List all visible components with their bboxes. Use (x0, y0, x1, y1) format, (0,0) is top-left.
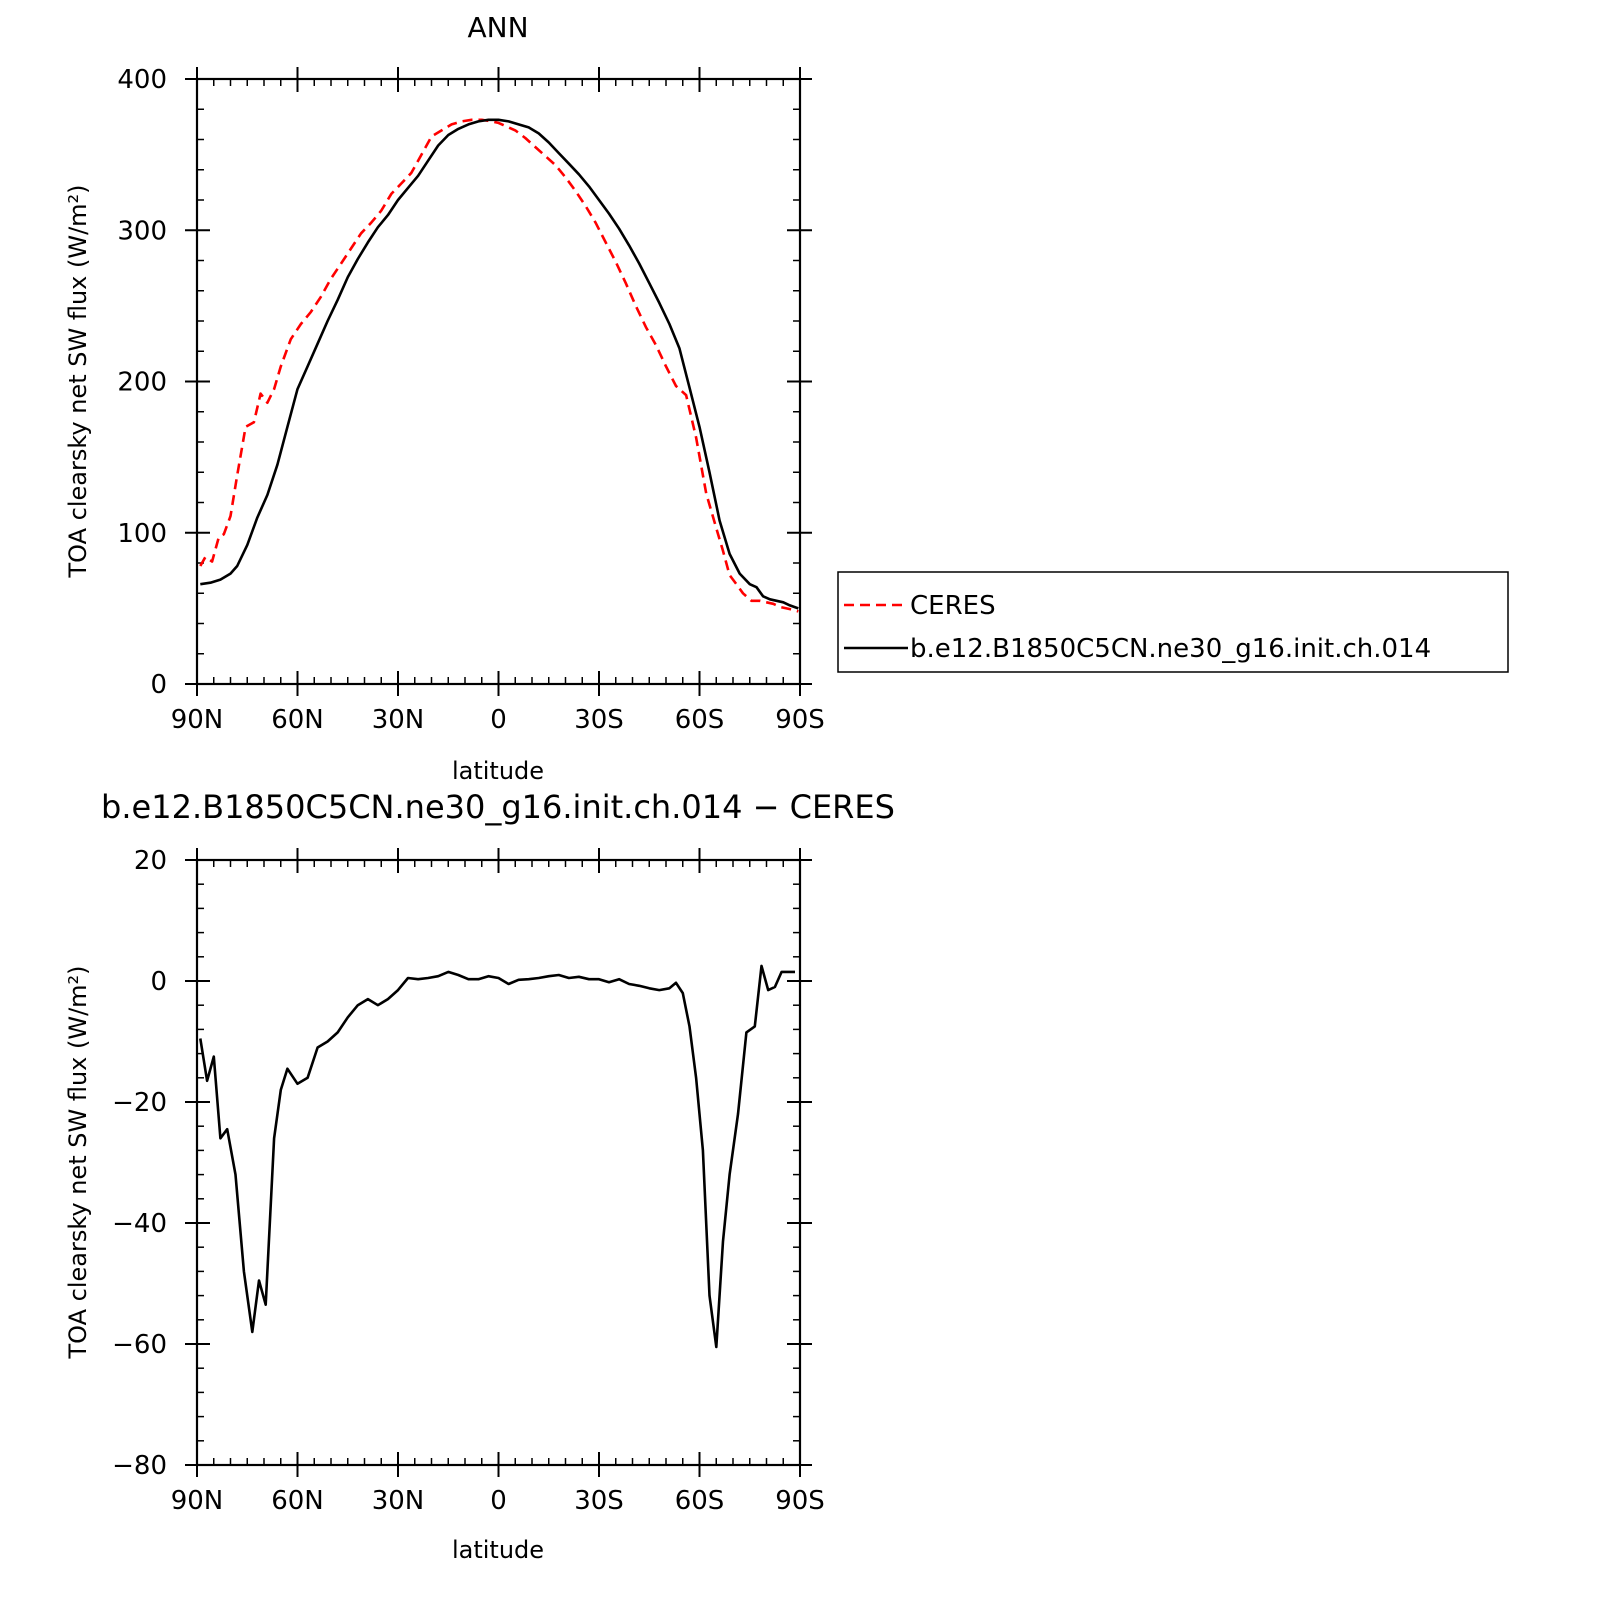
top-y-tick-label: 400 (117, 65, 167, 95)
top-panel: ANN 90N 60N 30N 0 30S 60S 90S 0 100 200 300 400 lat… (64, 11, 825, 785)
top-x-tick-label: 0 (490, 705, 507, 735)
top-y-tick-label: 200 (117, 368, 167, 398)
top-y-tick-label: 300 (117, 216, 167, 246)
bottom-series-line-difference (199, 964, 795, 1349)
top-series-line-ceres (199, 118, 799, 613)
bottom-x-tick-label: 60N (271, 1486, 324, 1516)
top-x-tick-label: 30N (372, 705, 425, 735)
top-x-tick-label: 90S (775, 705, 825, 735)
bottom-series (199, 964, 795, 1349)
top-x-axis-label: latitude (452, 757, 544, 785)
bottom-tick-labels: 90N 60N 30N 0 30S 60S 90S −80 −60 −40 −20 0 20 (112, 846, 825, 1516)
bottom-y-tick-label: 0 (150, 967, 167, 997)
top-x-tick-label: 60S (675, 705, 725, 735)
bottom-y-tick-label: −80 (112, 1451, 167, 1481)
bottom-title: b.e12.B1850C5CN.ne30_g16.init.ch.014 − C… (101, 788, 895, 826)
bottom-x-tick-label: 30N (372, 1486, 425, 1516)
bottom-panel: b.e12.B1850C5CN.ne30_g16.init.ch.014 − C… (64, 788, 895, 1564)
top-title: ANN (467, 11, 528, 44)
bottom-y-tick-label: −20 (112, 1088, 167, 1118)
top-ticks (185, 67, 812, 696)
bottom-x-axis-label: latitude (452, 1536, 544, 1564)
top-series-line-model (200, 118, 799, 610)
top-x-tick-label: 90N (171, 705, 224, 735)
top-plot-frame (195, 77, 802, 686)
bottom-x-tick-label: 0 (490, 1486, 507, 1516)
top-tick-labels: 90N 60N 30N 0 30S 60S 90S 0 100 200 300 400 (117, 65, 824, 735)
bottom-y-tick-label: −60 (112, 1330, 167, 1360)
bottom-y-tick-label: 20 (134, 846, 167, 876)
bottom-ticks (185, 848, 812, 1477)
legend-label-ceres: CERES (910, 591, 996, 621)
legend-box (837, 571, 1509, 673)
legend-label-model: b.e12.B1850C5CN.ne30_g16.init.ch.014 (910, 634, 1431, 664)
bottom-y-axis-label: TOA clearsky net SW flux (W/m²) (64, 965, 92, 1359)
bottom-y-tick-label: −40 (112, 1209, 167, 1239)
top-y-tick-label: 100 (117, 519, 167, 549)
bottom-plot-frame (195, 858, 802, 1467)
bottom-x-tick-label: 90N (171, 1486, 224, 1516)
bottom-x-tick-label: 60S (675, 1486, 725, 1516)
top-y-tick-label: 0 (150, 670, 167, 700)
top-series (199, 118, 799, 613)
legend: CERES b.e12.B1850C5CN.ne30_g16.init.ch.0… (837, 571, 1509, 673)
top-x-tick-label: 30S (574, 705, 624, 735)
top-y-axis-label: TOA clearsky net SW flux (W/m²) (64, 184, 92, 578)
top-x-tick-label: 60N (271, 705, 324, 735)
bottom-x-tick-label: 30S (574, 1486, 624, 1516)
bottom-x-tick-label: 90S (775, 1486, 825, 1516)
